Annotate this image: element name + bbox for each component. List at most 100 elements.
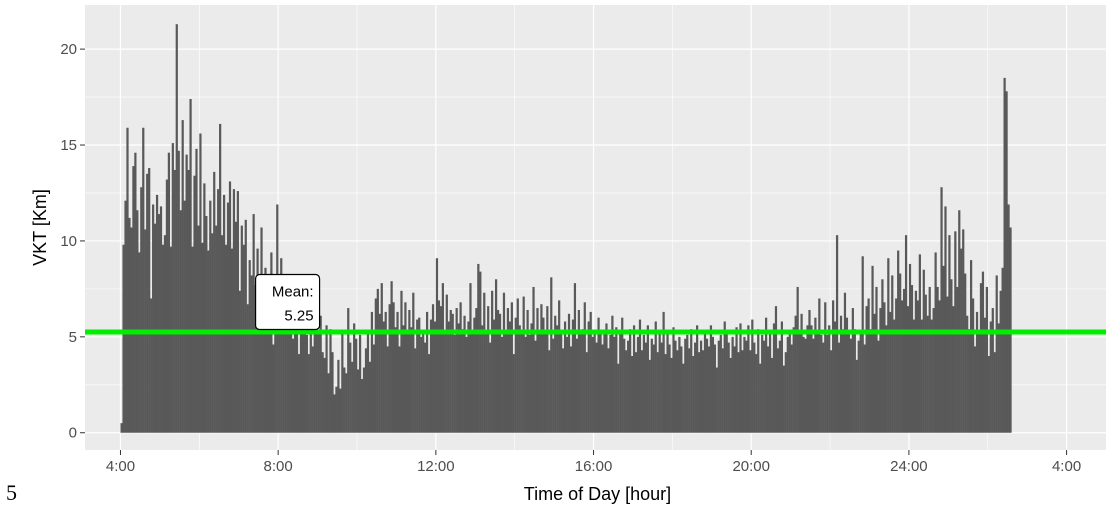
bar [776, 348, 780, 433]
bar [138, 252, 141, 433]
bar [642, 334, 646, 433]
bar [556, 325, 559, 433]
bar [697, 352, 701, 433]
bar [520, 331, 523, 433]
bar [859, 331, 862, 433]
bar [920, 319, 923, 433]
bar [926, 315, 929, 433]
bar [995, 275, 998, 433]
bar [924, 294, 927, 433]
bar [205, 215, 208, 433]
bar [157, 214, 161, 433]
bar [544, 332, 547, 433]
bar [853, 329, 856, 433]
bar [960, 248, 963, 433]
bar [966, 315, 969, 433]
bar [729, 357, 732, 433]
bar [591, 336, 594, 433]
bar [185, 154, 188, 433]
bar [420, 336, 423, 433]
bar [475, 308, 478, 433]
bar [378, 313, 381, 433]
bar [355, 338, 358, 433]
bar [696, 325, 699, 433]
bar [388, 304, 391, 433]
bar [195, 148, 198, 433]
bar [881, 279, 884, 433]
bar [571, 319, 575, 433]
bar [682, 363, 685, 433]
bar [646, 325, 649, 433]
bar [532, 286, 535, 433]
bar [284, 319, 287, 433]
bar [416, 319, 419, 433]
bar [613, 336, 616, 433]
bar [891, 275, 894, 433]
bar [824, 302, 827, 433]
bar [159, 206, 163, 433]
bar [396, 311, 399, 433]
bar [987, 356, 990, 433]
bar [749, 350, 752, 433]
bar [122, 244, 125, 433]
bar [731, 336, 734, 433]
bar [617, 363, 620, 433]
bar [274, 296, 277, 433]
bar [583, 302, 586, 433]
bar [560, 331, 563, 433]
bar [690, 329, 693, 433]
mean-annotation: Mean: 5.25 [254, 273, 321, 331]
bar [372, 344, 375, 433]
bar [518, 325, 521, 433]
bar [761, 334, 764, 433]
bar [814, 317, 817, 433]
bar [215, 225, 218, 433]
bar [991, 308, 994, 433]
bar [658, 331, 661, 433]
bar [768, 332, 772, 433]
bar [830, 350, 833, 433]
bar [522, 296, 525, 433]
bar [384, 311, 387, 433]
bar [567, 313, 571, 433]
bar [713, 344, 716, 433]
bar [153, 223, 157, 433]
bar [910, 285, 914, 433]
bar [810, 325, 813, 433]
bar [538, 331, 541, 433]
bar [790, 344, 793, 433]
bar [956, 286, 959, 433]
bar [952, 306, 955, 433]
bar [256, 248, 259, 433]
bar [433, 321, 437, 433]
bar [445, 294, 448, 433]
bar [554, 315, 557, 433]
x-axis: 4:00 8:00 12:00 16:00 20:00 24:00 4:00 [106, 450, 1081, 475]
bar [979, 283, 983, 433]
bar [516, 298, 519, 433]
bar [629, 329, 632, 433]
bar [997, 323, 1000, 433]
bar [443, 332, 446, 433]
bar [837, 342, 841, 433]
bar [394, 327, 397, 433]
bar [717, 340, 720, 433]
bar [802, 336, 805, 433]
bar [473, 317, 476, 433]
bar [425, 311, 429, 433]
bar [627, 340, 630, 433]
bar [648, 359, 651, 433]
bar [818, 298, 821, 433]
bar [315, 331, 318, 433]
bar [902, 288, 906, 433]
bar [879, 308, 882, 433]
bar [595, 342, 598, 433]
bar [179, 210, 182, 433]
bar [944, 206, 947, 433]
bar [321, 352, 324, 433]
bar [634, 352, 638, 433]
bar [615, 327, 618, 433]
bar [183, 200, 186, 433]
bar [351, 361, 354, 433]
bar [270, 252, 273, 433]
